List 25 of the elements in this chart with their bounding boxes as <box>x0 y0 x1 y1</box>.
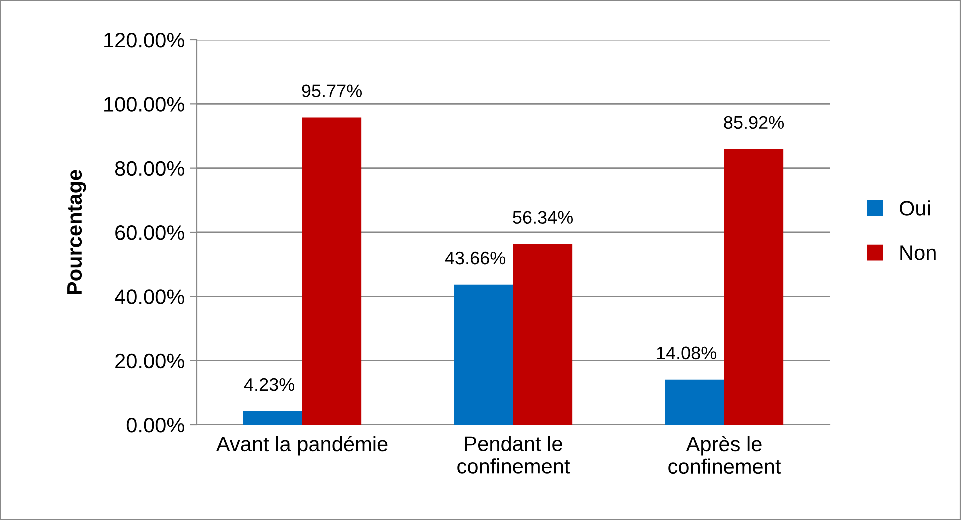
y-tick-label: 100.00% <box>104 97 184 112</box>
y-axis-title: Pourcentage <box>68 170 86 294</box>
y-tick-label: 60.00% <box>116 226 184 240</box>
x-tick-label: Après le confinement <box>668 436 782 474</box>
bar <box>665 380 724 425</box>
data-label: 14.08% <box>657 346 717 360</box>
legend-label: Oui <box>900 200 930 216</box>
y-tick-label: 80.00% <box>115 161 184 176</box>
y-tick-label: 20.00% <box>116 354 184 369</box>
x-tick-label: Avant la pandémie <box>216 436 388 456</box>
bar <box>302 118 362 425</box>
data-label: 56.34% <box>513 211 574 224</box>
data-label: 4.23% <box>244 378 295 392</box>
bar <box>514 244 573 425</box>
legend-label: Non <box>900 246 936 260</box>
data-label: 95.77% <box>302 84 362 98</box>
x-tick-label: Pendant le confinement <box>458 436 570 474</box>
data-label: 43.66% <box>445 252 506 265</box>
bar <box>454 284 514 425</box>
bar <box>243 411 302 425</box>
bar <box>724 149 784 425</box>
data-label: 85.92% <box>724 116 784 130</box>
y-tick-label: 120.00% <box>104 33 184 48</box>
y-tick-label: 40.00% <box>115 290 184 304</box>
y-tick-label: 0.00% <box>126 418 184 433</box>
